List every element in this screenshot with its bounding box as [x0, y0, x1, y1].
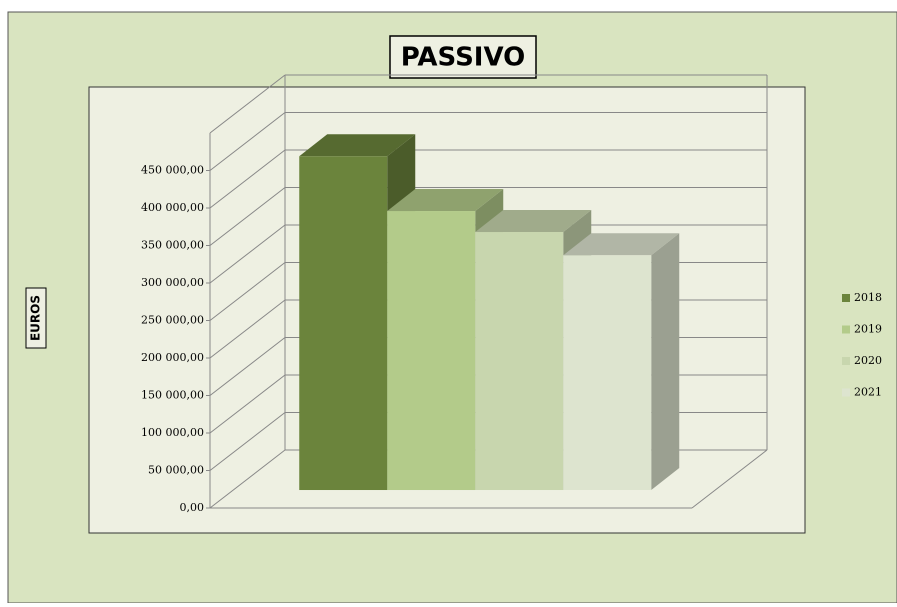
chart-title: PASSIVO [401, 43, 526, 73]
legend-label: 2021 [854, 386, 882, 399]
y-tick-label: 400 000,00 [141, 201, 204, 214]
bar [387, 211, 476, 491]
bar [299, 156, 388, 491]
legend-label: 2018 [854, 291, 882, 304]
bar [563, 255, 652, 491]
legend-swatch [842, 294, 850, 302]
title-box [389, 35, 537, 79]
grid-line [209, 449, 286, 509]
grid-line [209, 337, 286, 396]
legend-swatch [842, 357, 850, 365]
bar-top [299, 134, 416, 157]
bar-top [563, 233, 680, 256]
bar-side [651, 233, 680, 491]
grid-line [209, 299, 286, 359]
grid-line [209, 187, 286, 246]
y-label-box [25, 287, 47, 349]
bar-top [387, 189, 504, 212]
grid-line [209, 149, 286, 209]
y-tick-label: 50 000,00 [148, 464, 204, 477]
y-tick-label: 0,00 [180, 501, 205, 514]
y-tick-label: 300 000,00 [141, 276, 204, 289]
y-tick-label: 200 000,00 [141, 351, 204, 364]
grid-line [209, 224, 286, 284]
legend-label: 2020 [854, 354, 882, 367]
grid-line [209, 412, 286, 471]
legend-swatch [842, 388, 850, 397]
y-tick-label: 350 000,00 [141, 239, 204, 252]
axis-line [691, 449, 768, 509]
bar [475, 232, 564, 491]
grid-line [209, 112, 286, 171]
axis-line [209, 74, 286, 134]
grid-line [209, 374, 286, 434]
bar-top [475, 210, 592, 233]
legend-label: 2019 [854, 323, 882, 336]
legend-swatch [842, 325, 850, 334]
y-tick-label: 150 000,00 [141, 389, 204, 402]
y-axis-label: EUROS [29, 295, 43, 341]
y-tick-label: 100 000,00 [141, 426, 204, 439]
y-tick-label: 250 000,00 [141, 314, 204, 327]
grid-line [209, 262, 286, 321]
y-tick-label: 450 000,00 [141, 164, 204, 177]
